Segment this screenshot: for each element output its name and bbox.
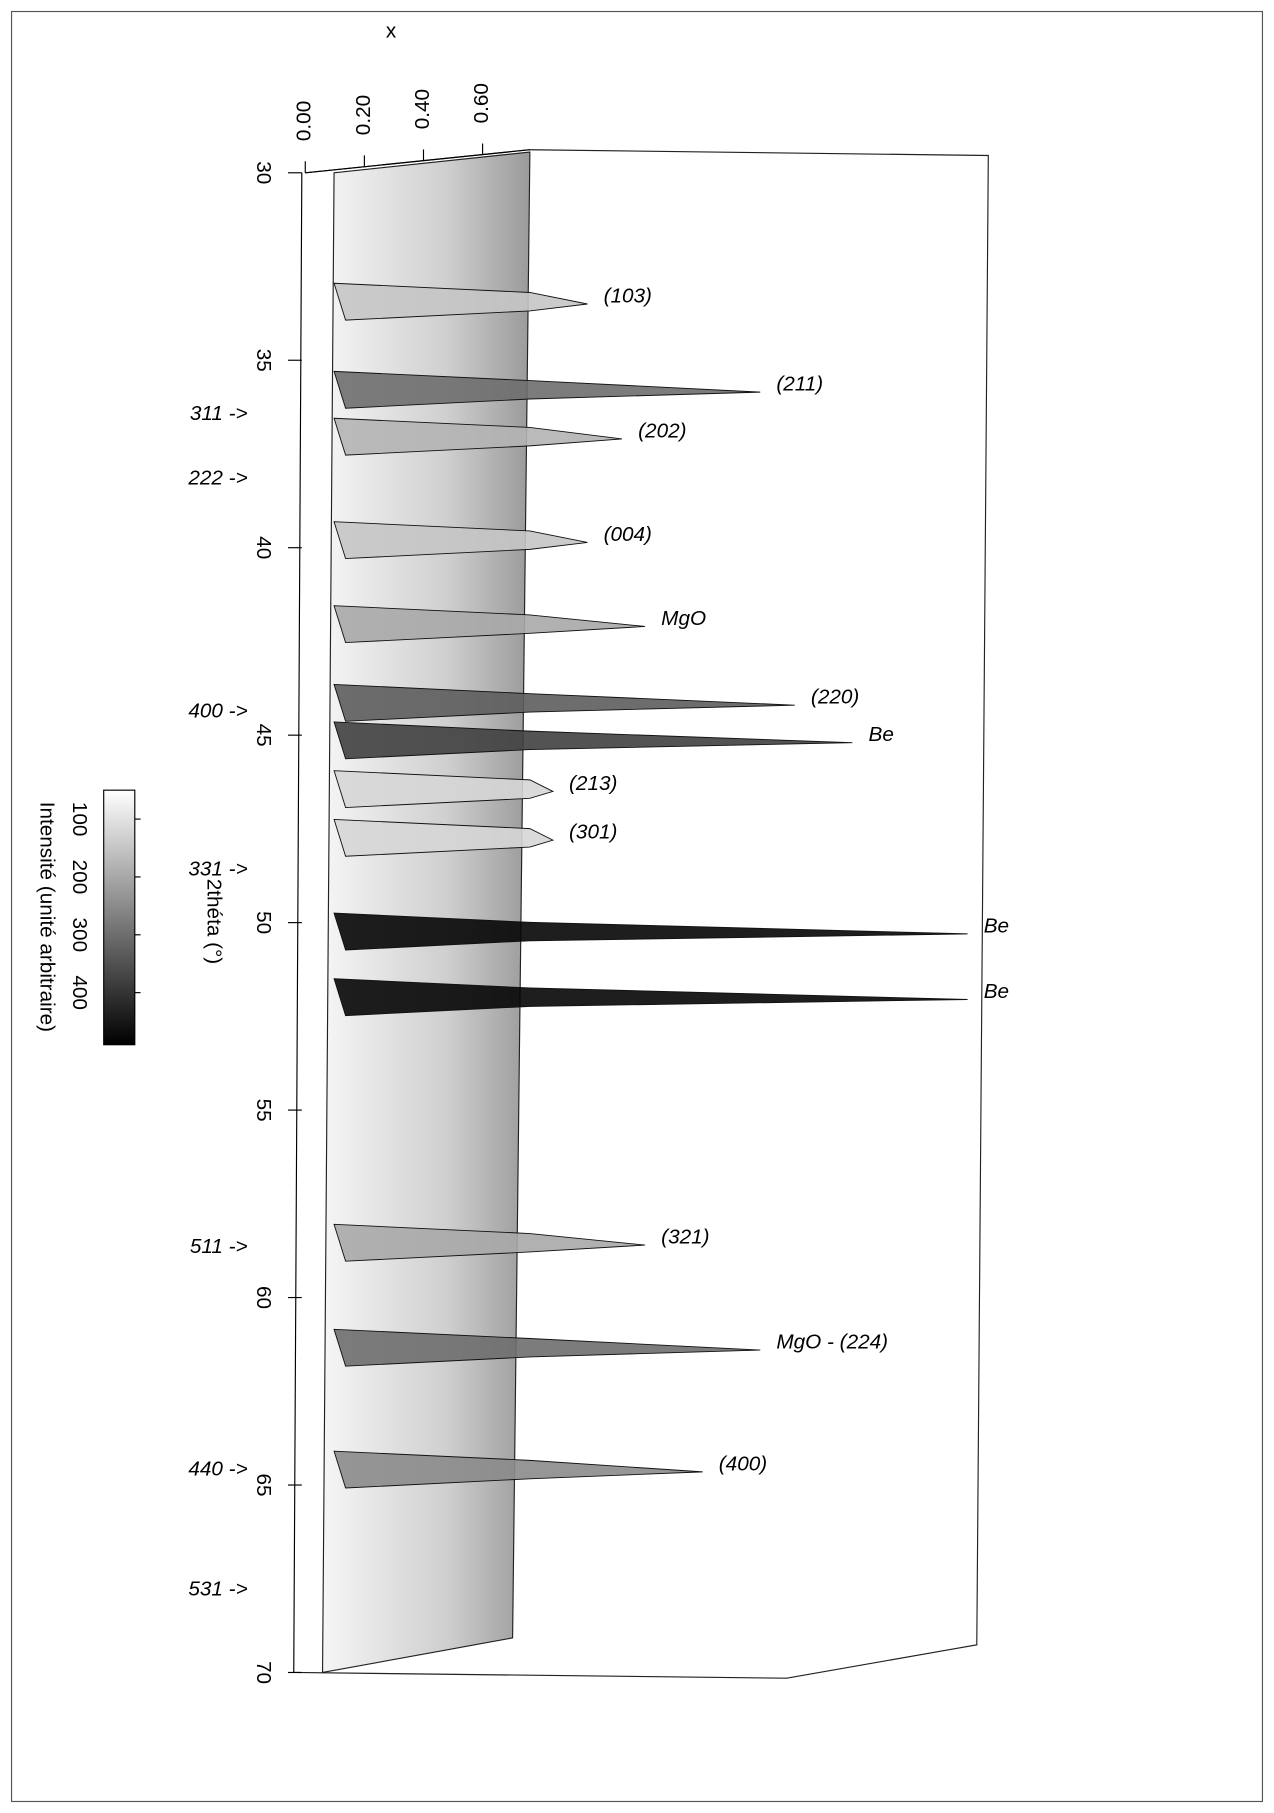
y-tick-label: 55 — [252, 1099, 275, 1122]
peak-label: MgO — [661, 607, 706, 630]
peak — [333, 1223, 646, 1262]
colorbar — [103, 789, 136, 1046]
peak-label: Be — [984, 914, 1009, 937]
y-tick-label: 30 — [252, 161, 275, 184]
peak-label: (202) — [638, 420, 686, 443]
peak — [333, 370, 761, 409]
peak — [333, 282, 588, 321]
peak-label: (301) — [569, 821, 617, 844]
x-tick-label: 0.60 — [470, 83, 493, 123]
color-tick-label: 400 — [68, 975, 91, 1010]
y-axis-label: 2théta (°) — [203, 879, 226, 964]
peak — [333, 521, 588, 560]
x-tick-label: 0.00 — [293, 101, 316, 141]
y-tick-label: 35 — [252, 349, 275, 372]
color-tick-label: 200 — [68, 860, 91, 895]
peak — [333, 1328, 761, 1367]
y-tick-label: 70 — [252, 1661, 275, 1684]
peak-label: (004) — [604, 523, 652, 546]
y-tick-label: 50 — [252, 911, 275, 934]
peak — [333, 1450, 703, 1489]
peak-label: Be — [984, 980, 1009, 1003]
peak-label: MgO - (224) — [776, 1331, 888, 1354]
x-axis-label: x — [386, 20, 397, 43]
peak-label: (400) — [719, 1452, 767, 1475]
peak — [333, 978, 968, 1017]
marker-label: 331 -> — [188, 858, 247, 881]
y-tick-label: 60 — [252, 1286, 275, 1309]
marker-label: 311 -> — [190, 402, 248, 425]
peak — [333, 770, 555, 809]
y-tick-label: 45 — [252, 724, 275, 747]
color-tick-label: 100 — [68, 802, 91, 837]
peak — [333, 683, 795, 722]
peak-label: (103) — [604, 285, 652, 308]
peak-label: Be — [869, 723, 894, 746]
x-axis — [305, 149, 530, 174]
peak-label: (321) — [661, 1226, 709, 1249]
frame — [10, 10, 1264, 1803]
marker-label: 531 -> — [188, 1577, 247, 1600]
marker-label: 440 -> — [188, 1457, 247, 1480]
marker-label: 400 -> — [188, 699, 247, 722]
marker-label: 222 -> — [187, 467, 247, 490]
color-label: Intensité (unité arbitraire) — [36, 802, 59, 1032]
peak — [333, 417, 623, 456]
x-tick-label: 0.40 — [411, 89, 434, 129]
peak-label: (213) — [569, 772, 617, 795]
peak — [333, 912, 968, 951]
peak-label: (220) — [811, 686, 859, 709]
y-tick-label: 40 — [252, 536, 275, 559]
peak-label: (211) — [776, 373, 823, 396]
y-tick-label: 65 — [252, 1473, 275, 1496]
peak — [333, 605, 646, 644]
peak — [333, 818, 555, 857]
peak — [333, 721, 853, 760]
marker-label: 511 -> — [190, 1235, 248, 1258]
x-tick-label: 0.20 — [352, 95, 375, 135]
color-tick-label: 300 — [68, 918, 91, 953]
